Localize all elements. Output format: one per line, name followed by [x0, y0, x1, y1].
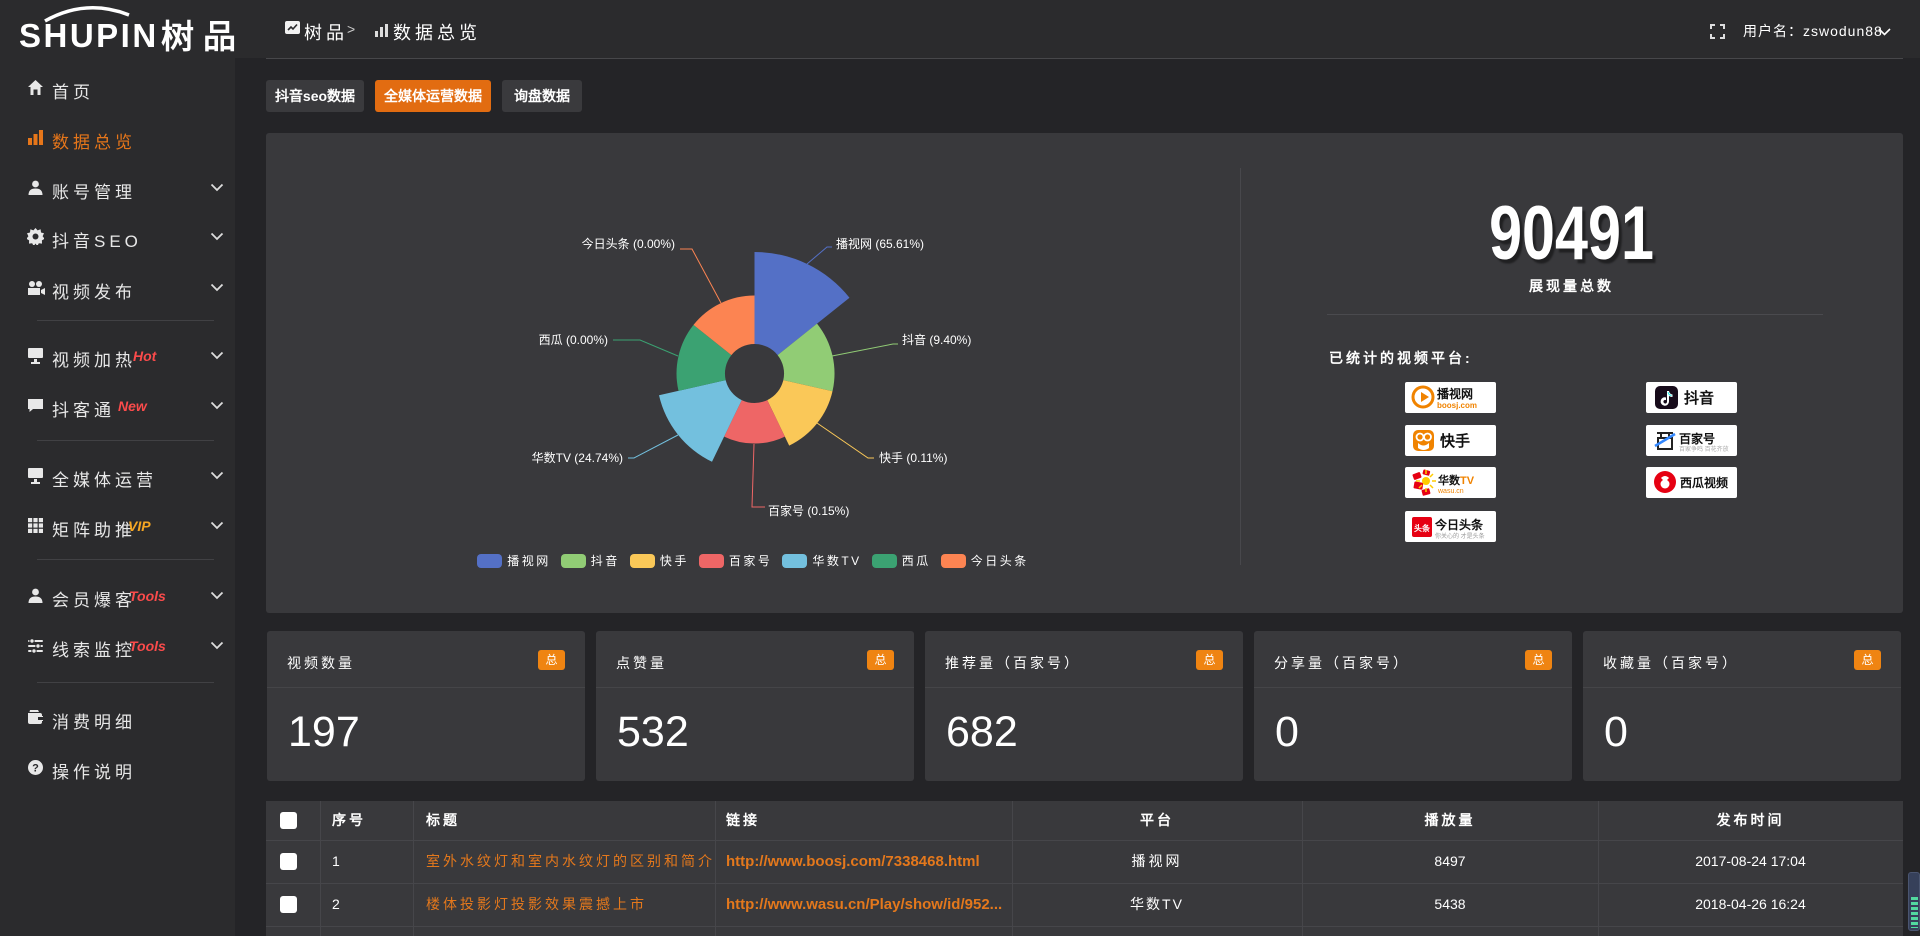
- svg-text:树品: 树品: [161, 18, 235, 55]
- svg-text:抖音: 抖音: [1684, 389, 1714, 407]
- svg-text:boosj.com: boosj.com: [1437, 401, 1477, 410]
- svg-text:今日头条 (0.00%): 今日头条 (0.00%): [582, 236, 675, 251]
- svg-text:你关心的 才是头条: 你关心的 才是头条: [1435, 532, 1485, 540]
- svg-text:播视网 (65.61%): 播视网 (65.61%): [836, 236, 924, 251]
- svg-text:?: ?: [32, 763, 39, 775]
- svg-text:百家争鸣 百花齐放: 百家争鸣 百花齐放: [1679, 445, 1729, 453]
- svg-text:今日头条: 今日头条: [1434, 517, 1484, 532]
- svg-text:百家号: 百家号: [1679, 431, 1715, 446]
- svg-text:华数TV (24.74%): 华数TV (24.74%): [532, 450, 623, 465]
- svg-text:百家号 (0.15%): 百家号 (0.15%): [768, 503, 849, 518]
- svg-text:快手: 快手: [1440, 432, 1470, 450]
- svg-text:头条: 头条: [1414, 523, 1431, 533]
- svg-text:西瓜 (0.00%): 西瓜 (0.00%): [539, 333, 608, 347]
- svg-text:SHUPIN: SHUPIN: [19, 17, 159, 54]
- svg-text:快手 (0.11%): 快手 (0.11%): [879, 451, 947, 465]
- svg-text:西瓜视频: 西瓜视频: [1680, 475, 1728, 490]
- svg-text:wasu.cn: wasu.cn: [1437, 488, 1464, 495]
- svg-text:华数TV: 华数TV: [1438, 473, 1475, 487]
- svg-text:抖音 (9.40%): 抖音 (9.40%): [902, 332, 971, 347]
- svg-text:播视网: 播视网: [1437, 386, 1473, 401]
